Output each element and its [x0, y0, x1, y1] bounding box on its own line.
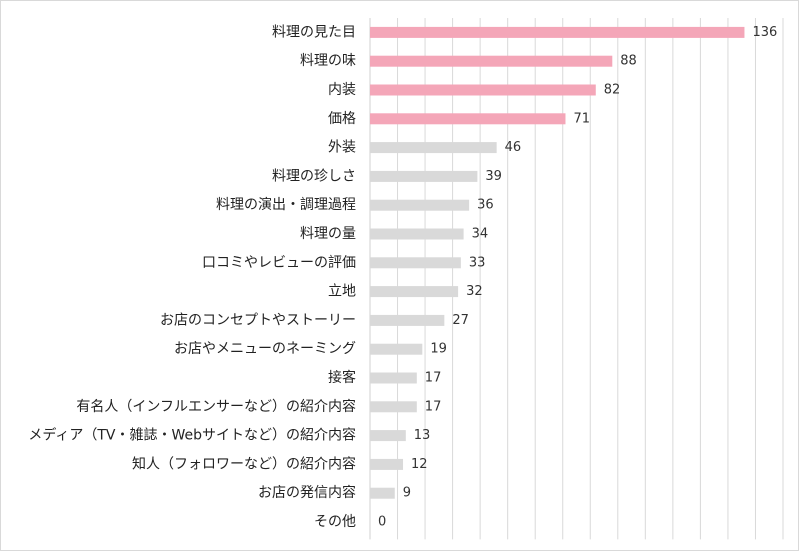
category-label: お店の発信内容 [258, 484, 356, 501]
value-label: 9 [403, 486, 411, 501]
gridlines [369, 18, 784, 540]
bar [370, 372, 417, 384]
category-label: メディア（TV・雑誌・Webサイトなど）の紹介内容 [28, 427, 356, 444]
category-label: 立地 [328, 284, 356, 300]
category-label: 料理の量 [300, 226, 356, 242]
value-label: 34 [472, 227, 489, 242]
category-label: 料理の珍しさ [272, 168, 356, 184]
category-label: 外装 [328, 140, 356, 156]
value-label: 17 [425, 399, 442, 414]
value-label: 17 [425, 371, 442, 386]
bar [370, 458, 404, 470]
category-label: 内装 [328, 82, 356, 98]
category-label: お店やメニューのネーミング [174, 341, 356, 357]
bar [370, 487, 395, 499]
category-label: 接客 [328, 369, 356, 386]
value-label: 33 [469, 255, 486, 270]
value-label: 39 [485, 169, 502, 184]
category-label: 料理の見た目 [272, 24, 356, 40]
category-label: 価格 [328, 111, 356, 127]
value-label: 46 [505, 140, 522, 155]
category-label: 口コミやレビューの評価 [202, 255, 356, 271]
value-label: 12 [411, 457, 428, 472]
category-label: 料理の味 [300, 53, 356, 69]
bars [370, 26, 745, 499]
category-label: 有名人（インフルエンサーなど）の紹介内容 [76, 398, 356, 415]
value-label: 19 [430, 342, 447, 357]
bar [370, 113, 566, 125]
value-label: 82 [604, 83, 621, 98]
category-label: お店のコンセプトやストーリー [160, 312, 356, 328]
bar [370, 142, 497, 154]
value-label: 136 [752, 25, 777, 40]
bar [370, 84, 596, 96]
bar [370, 401, 417, 413]
bar [370, 257, 461, 269]
value-label: 27 [452, 313, 469, 328]
category-label: 知人（フォロワーなど）の紹介内容 [132, 455, 356, 472]
bar [370, 430, 406, 442]
value-label: 71 [573, 111, 590, 126]
category-label: その他 [314, 514, 356, 530]
value-label: 13 [414, 428, 431, 443]
bar [370, 55, 613, 67]
bar [370, 286, 459, 298]
bar [370, 343, 423, 355]
bar [370, 170, 478, 182]
bar [370, 228, 464, 240]
value-label: 0 [378, 515, 386, 530]
value-label: 88 [620, 54, 637, 69]
value-label: 32 [466, 284, 483, 299]
bar [370, 314, 445, 326]
category-labels: 料理の見た目料理の味内装価格外装料理の珍しさ料理の演出・調理過程料理の量口コミや… [28, 24, 356, 530]
category-label: 料理の演出・調理過程 [216, 197, 356, 213]
bar [370, 199, 470, 211]
bar [370, 26, 745, 38]
value-label: 36 [477, 198, 494, 213]
